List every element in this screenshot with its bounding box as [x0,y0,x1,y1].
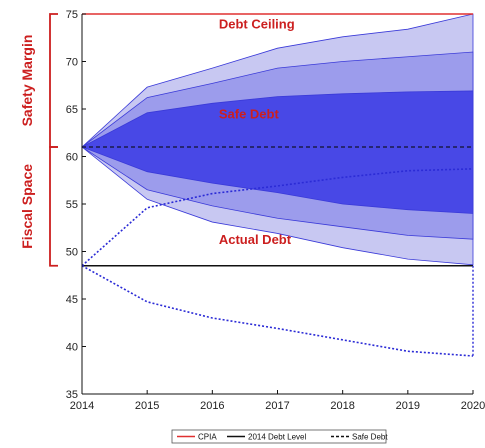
y-tick-label: 60 [66,152,78,164]
legend-entry-2014-debt-level: 2014 Debt Level [248,433,306,442]
legend: CPIA 2014 Debt Level Safe Debt [171,429,388,444]
y-tick-label: 40 [66,342,78,354]
y-tick-label: 75 [66,9,78,21]
axes: 35 40 45 50 55 60 65 70 75 2014 2015 2016 2017 2018 20… [66,9,485,412]
annotation-safe-debt: Safe Debt [219,107,280,122]
fan-band-3 [81,90,474,214]
bracket-safety-margin [49,13,58,148]
y-tick-label: 65 [66,104,78,116]
x-tick-label: 2017 [265,400,289,412]
side-label-fiscal-space: Fiscal Space [19,164,35,249]
y-tick-label: 55 [66,199,78,211]
side-labels: Safety Margin Fiscal Space [19,13,58,267]
y-tick-label: 70 [66,57,78,69]
annotation-debt-ceiling: Debt Ceiling [219,16,295,31]
projection-path-2 [81,265,474,357]
y-tick-label: 50 [66,247,78,259]
y-tick-label: 45 [66,294,78,306]
legend-entry-cpia: CPIA [198,433,217,442]
projection-paths [81,168,474,357]
fan-bands [81,13,474,266]
x-tick-label: 2020 [461,400,485,412]
x-tick-label: 2016 [200,400,224,412]
legend-box [171,429,387,444]
y-tick-label: 35 [66,389,78,401]
x-tick-label: 2018 [330,400,354,412]
annotations: Debt Ceiling Safe Debt Actual Debt [219,16,295,247]
bracket-fiscal-space [49,146,58,267]
side-label-safety-margin: Safety Margin [19,35,35,127]
x-tick-label: 2019 [396,400,420,412]
x-tick-label: 2015 [135,400,159,412]
annotation-actual-debt: Actual Debt [219,232,292,247]
x-tick-label: 2014 [70,400,94,412]
reference-lines [82,13,473,267]
legend-entry-safe-debt: Safe Debt [352,433,388,442]
